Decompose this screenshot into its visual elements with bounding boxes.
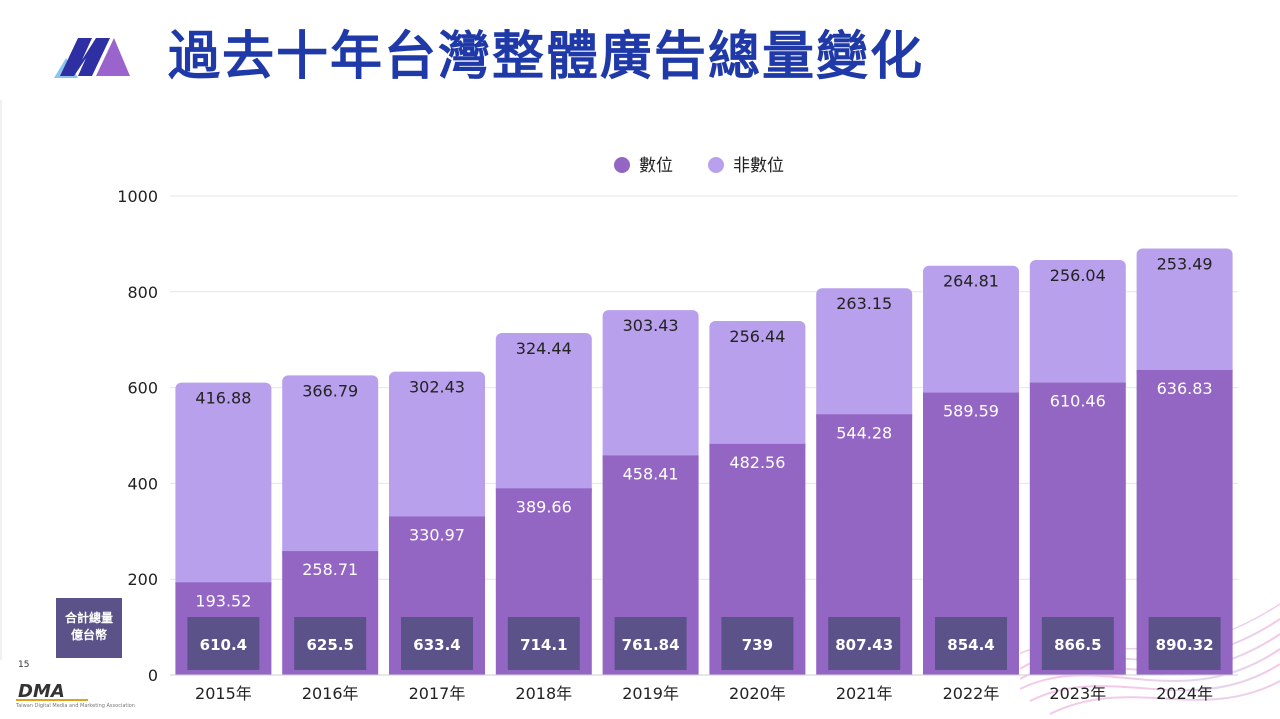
data-label-digital: 544.28 [836, 423, 892, 442]
x-tick-label: 2021年 [836, 684, 893, 703]
total-box [401, 617, 473, 670]
total-unit-line1: 合計總量 [64, 611, 113, 625]
data-label-non-digital: 416.88 [195, 389, 251, 408]
data-label-non-digital: 256.04 [1050, 266, 1106, 285]
bar-non-digital [389, 371, 485, 525]
data-label-non-digital: 303.43 [623, 316, 679, 335]
x-tick-label: 2023年 [1049, 684, 1106, 703]
y-tick-label: 400 [127, 474, 158, 493]
x-tick-label: 2019年 [622, 684, 679, 703]
total-unit-line2: 億台幣 [70, 628, 107, 642]
brand-logo-icon [54, 38, 130, 78]
data-label-digital: 589.59 [943, 402, 999, 421]
total-label: 714.1 [520, 636, 567, 654]
data-label-digital: 389.66 [516, 497, 572, 516]
data-label-non-digital: 256.44 [729, 327, 785, 346]
total-label: 761.84 [622, 636, 680, 654]
y-tick-label: 600 [127, 379, 158, 398]
total-label: 610.4 [200, 636, 247, 654]
data-label-digital: 458.41 [623, 464, 679, 483]
total-label: 854.4 [947, 636, 994, 654]
brand-footer-logo: DMA [16, 681, 88, 702]
x-tick-label: 2016年 [302, 684, 359, 703]
total-label: 890.32 [1156, 636, 1214, 654]
x-tick-label: 2020年 [729, 684, 786, 703]
bar-non-digital [495, 332, 592, 497]
total-box [614, 617, 687, 670]
data-label-non-digital: 253.49 [1157, 255, 1213, 274]
data-label-non-digital: 324.44 [516, 339, 572, 358]
y-tick-label: 0 [148, 666, 158, 685]
total-box [935, 617, 1007, 670]
data-label-non-digital: 366.79 [302, 381, 358, 400]
data-label-digital: 258.71 [302, 560, 358, 579]
x-tick-label: 2017年 [409, 684, 466, 703]
page-title: 過去十年台灣整體廣告總量變化 [168, 27, 925, 87]
bar-non-digital [1136, 248, 1233, 378]
header: 過去十年台灣整體廣告總量變化 [0, 0, 1280, 100]
total-box [294, 617, 367, 670]
brand-tagline: Taiwan Digital Media and Marketing Assoc… [16, 703, 135, 709]
legend-label-non-digital: 非數位 [733, 156, 784, 176]
total-label: 625.5 [306, 636, 353, 654]
data-label-non-digital: 264.81 [943, 272, 999, 291]
bar-non-digital [175, 382, 272, 591]
x-tick-label: 2015年 [195, 684, 252, 703]
page-number: 15 [18, 660, 30, 670]
bar-non-digital [282, 375, 379, 560]
total-label: 807.43 [835, 636, 893, 654]
total-box [187, 617, 260, 670]
total-box [1041, 617, 1114, 670]
total-unit-label: 合計總量 億台幣 [56, 598, 122, 658]
legend-label-digital: 數位 [639, 156, 673, 176]
data-label-digital: 330.97 [409, 525, 465, 544]
y-tick-label: 200 [127, 570, 158, 589]
data-label-digital: 482.56 [729, 453, 785, 472]
data-label-digital: 193.52 [195, 591, 251, 610]
total-label: 633.4 [413, 636, 460, 654]
data-label-non-digital: 263.15 [836, 294, 892, 313]
data-label-digital: 636.83 [1157, 379, 1213, 398]
total-box [828, 617, 901, 670]
total-label: 739 [742, 636, 773, 654]
bar-non-digital [1029, 259, 1126, 391]
bar-non-digital [602, 310, 699, 464]
total-box [507, 617, 580, 670]
data-label-non-digital: 302.43 [409, 378, 465, 397]
x-tick-label: 2024年 [1156, 684, 1213, 703]
y-tick-label: 1000 [117, 187, 158, 206]
bar-non-digital [816, 288, 913, 423]
bar-non-digital [923, 265, 1019, 401]
left-rule [0, 100, 2, 660]
data-label-digital: 610.46 [1050, 392, 1106, 411]
x-tick-label: 2022年 [943, 684, 1000, 703]
total-box [1148, 617, 1221, 670]
bar-non-digital [709, 321, 806, 452]
legend-marker-digital [614, 157, 630, 173]
x-tick-label: 2018年 [515, 684, 572, 703]
legend-marker-non-digital [708, 157, 724, 173]
total-label: 866.5 [1054, 636, 1101, 654]
total-box [721, 617, 794, 670]
brand-logo-text: DMA [18, 681, 65, 702]
y-tick-label: 800 [127, 283, 158, 302]
